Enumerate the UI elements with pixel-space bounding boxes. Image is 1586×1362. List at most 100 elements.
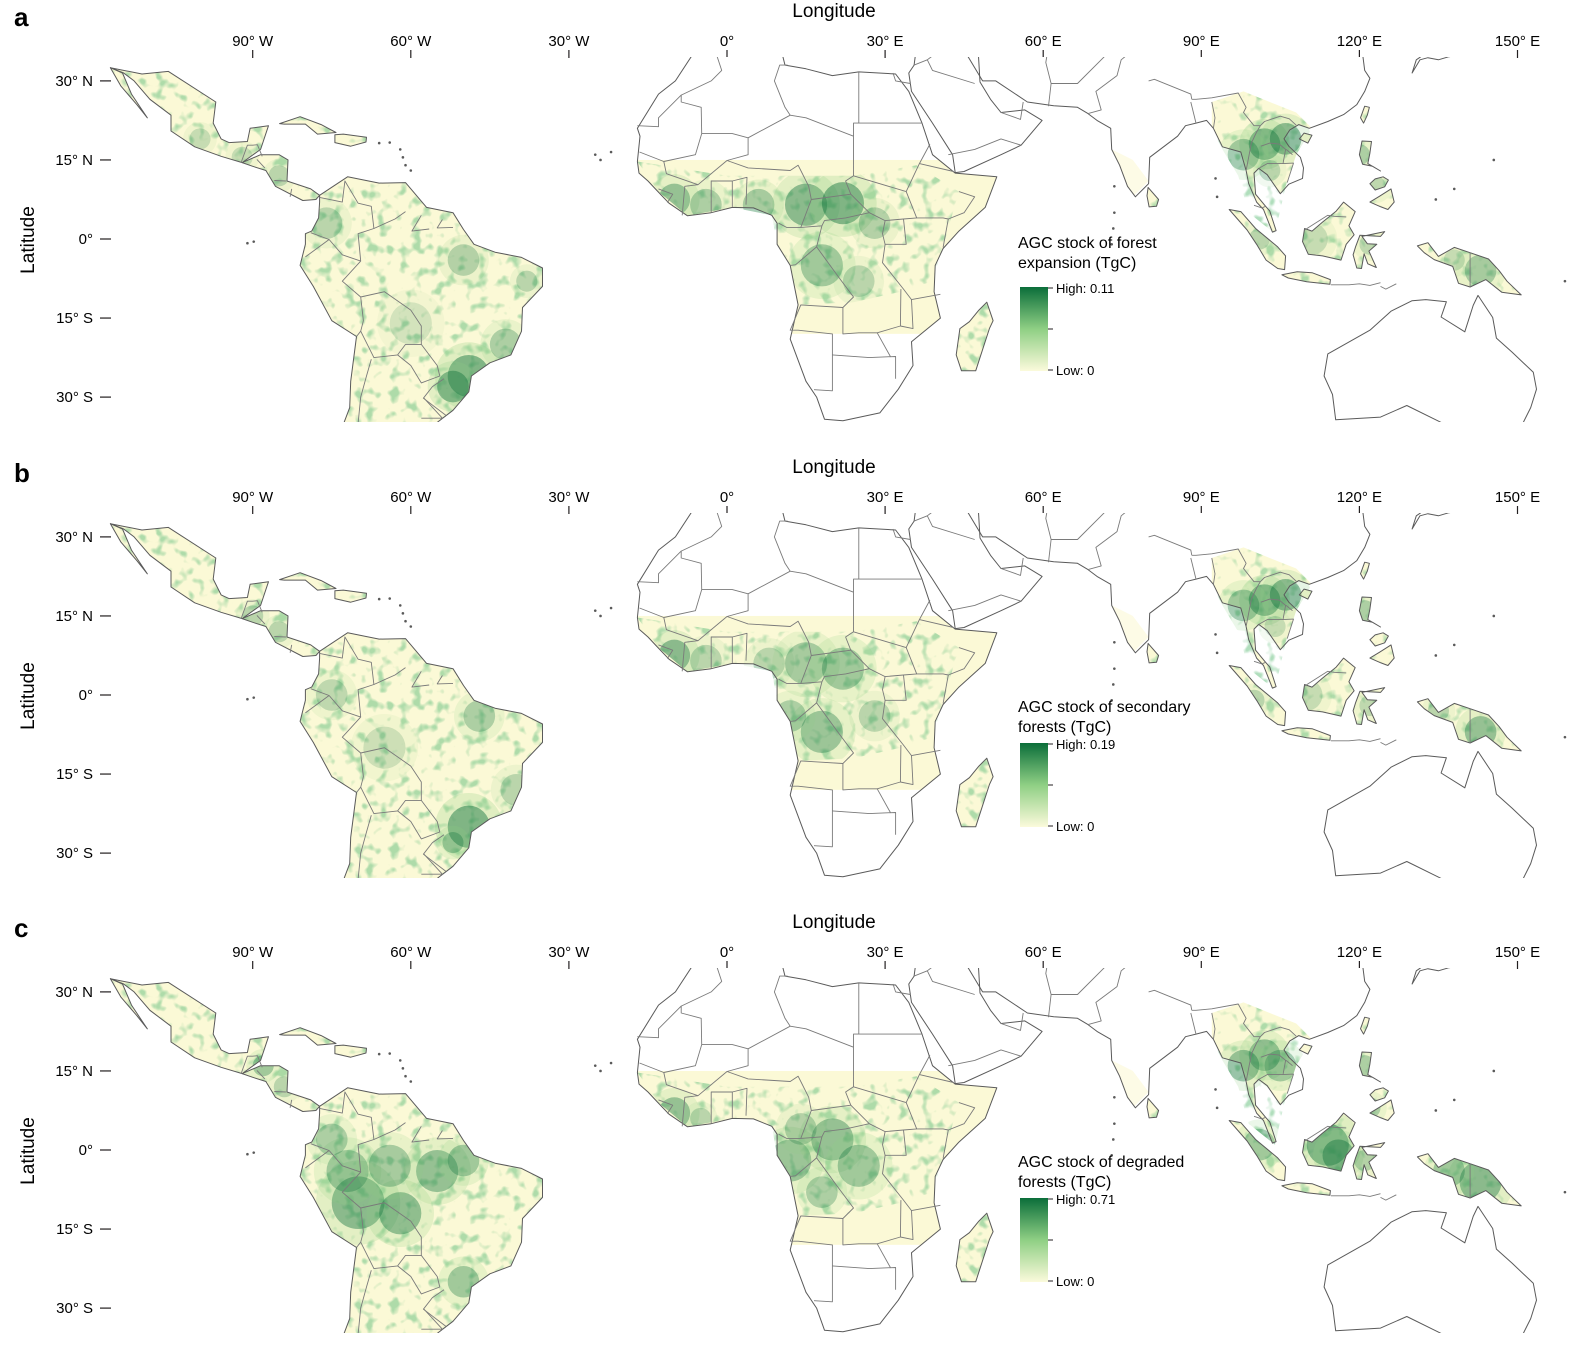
- country-border: [948, 594, 1022, 612]
- country-border: [658, 1099, 674, 1114]
- country-border: [436, 219, 454, 229]
- country-border: [411, 1126, 430, 1143]
- x-axis-title: Longitude: [792, 457, 875, 478]
- country-border: [882, 676, 886, 701]
- country-border: [1190, 101, 1197, 124]
- country-border: [411, 215, 430, 232]
- country-border: [832, 354, 897, 379]
- lon-tick-label: 0°: [720, 33, 734, 50]
- country-border: [1211, 557, 1216, 585]
- country-border: [1258, 142, 1287, 169]
- country-border: [853, 527, 860, 593]
- landmass-australia: [1324, 295, 1537, 422]
- country-border: [1190, 557, 1197, 580]
- agc-hotspot: [1227, 589, 1260, 622]
- lon-tick-label: 90° E: [1183, 489, 1220, 506]
- legend-high-label: High: 0.71: [1056, 1192, 1115, 1207]
- agc-hotspot: [447, 1144, 480, 1177]
- landmass-australia: [1324, 1206, 1537, 1333]
- lat-tick-label: 0°: [79, 231, 93, 248]
- lat-tick-label: 15° N: [55, 1063, 93, 1080]
- country-border: [1282, 162, 1294, 183]
- country-border: [1256, 125, 1261, 133]
- country-border: [1285, 1060, 1293, 1067]
- agc-hotspot: [442, 832, 464, 854]
- country-border: [948, 647, 976, 676]
- legend-low-label: Low: 0: [1056, 1274, 1094, 1289]
- agc-hotspot: [800, 244, 843, 287]
- country-border: [436, 675, 454, 685]
- x-axis-title: Longitude: [792, 912, 875, 933]
- lat-tick-label: 30° N: [55, 529, 93, 546]
- country-border: [1380, 739, 1397, 746]
- country-border: [778, 655, 812, 684]
- legend-high-label: High: 0.11: [1056, 281, 1114, 296]
- lon-tick-label: 0°: [720, 489, 734, 506]
- map-area: [109, 968, 1567, 1333]
- country-border: [1253, 204, 1266, 209]
- legend-low-label: Low: 0: [1056, 819, 1094, 834]
- country-border: [1191, 92, 1297, 127]
- legend-low-label: Low: 0: [1056, 363, 1094, 378]
- country-border: [882, 1131, 886, 1156]
- agc-hotspot: [500, 774, 533, 806]
- country-border: [892, 983, 911, 995]
- lat-tick-label: 30° S: [56, 389, 93, 406]
- country-border: [882, 674, 941, 757]
- country-border: [357, 815, 372, 878]
- panel-letter: b: [14, 458, 30, 488]
- agc-hotspot: [1264, 1049, 1297, 1082]
- country-border: [1304, 670, 1347, 687]
- country-border: [681, 57, 723, 96]
- latitude-ticks: 30° N 15° N 0° 15° S 30° S: [55, 984, 111, 1317]
- country-border: [1304, 1125, 1347, 1142]
- country-border: [789, 760, 843, 848]
- agc-hotspot: [821, 647, 865, 690]
- agc-hotspot: [800, 710, 843, 753]
- landmass-japan: [1412, 513, 1448, 529]
- lon-tick-label: 90° E: [1183, 944, 1220, 961]
- agc-hotspot: [858, 207, 891, 239]
- x-axis-title: Longitude: [792, 1, 875, 22]
- country-border: [1087, 57, 1126, 115]
- country-border: [732, 176, 748, 205]
- latitude-ticks: 30° N 15° N 0° 15° S 30° S: [55, 529, 111, 862]
- country-border: [421, 853, 443, 875]
- landmass-arabia: [908, 513, 1043, 629]
- agc-hotspot: [447, 244, 480, 276]
- lon-tick-label: 30° W: [548, 489, 590, 506]
- country-border: [913, 513, 932, 522]
- country-border: [1253, 660, 1266, 665]
- country-border: [637, 1005, 703, 1073]
- country-border: [274, 1091, 286, 1093]
- country-border: [341, 716, 364, 793]
- country-border: [1211, 1012, 1216, 1040]
- lon-tick-label: 120° E: [1337, 489, 1382, 506]
- country-border: [1148, 989, 1193, 1011]
- agc-hotspot: [416, 1150, 459, 1193]
- agc-hotspot: [1248, 128, 1281, 160]
- country-border: [256, 615, 266, 625]
- country-border: [1000, 101, 1024, 120]
- country-border: [701, 975, 791, 1050]
- country-border: [274, 180, 286, 182]
- panel-letter: c: [14, 913, 28, 943]
- country-border: [305, 695, 330, 714]
- country-border: [948, 1102, 976, 1131]
- lon-tick-label: 60° E: [1025, 944, 1062, 961]
- agc-hotspot: [784, 1113, 817, 1145]
- country-border: [240, 600, 263, 619]
- country-border: [892, 72, 911, 84]
- country-border: [681, 968, 723, 1007]
- lat-tick-label: 0°: [79, 1142, 93, 1159]
- agc-hotspot: [268, 165, 290, 187]
- country-border: [1245, 587, 1258, 627]
- country-border: [853, 1086, 949, 1159]
- country-border: [357, 359, 372, 422]
- agc-hotspot: [447, 1265, 480, 1298]
- country-border: [1380, 1194, 1397, 1201]
- agc-hotspot: [784, 642, 828, 685]
- agc-hotspot: [516, 270, 538, 292]
- country-border: [1330, 282, 1381, 286]
